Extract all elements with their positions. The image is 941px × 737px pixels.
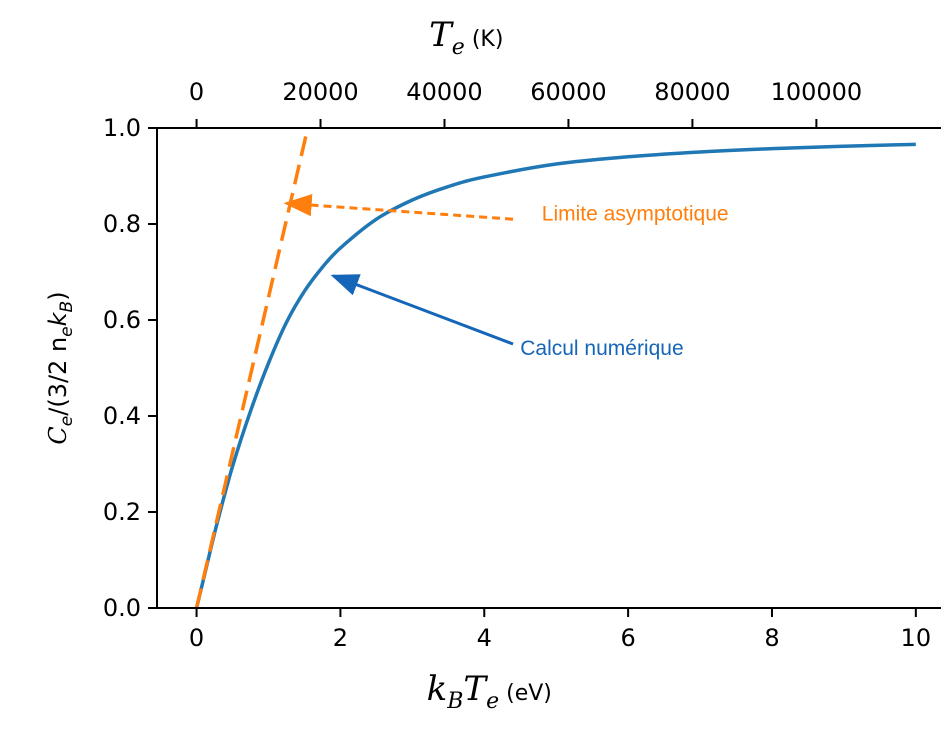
y-tick-label: 0.6: [103, 306, 141, 334]
x-tick-label: 2: [333, 624, 348, 652]
annotation-arrow-numeric: [330, 274, 514, 346]
y-axis-label-group: Ce/(3/2 nekB): [44, 291, 77, 444]
top-tick-label: 20000: [282, 78, 358, 106]
x-axis-label-sub: B: [446, 689, 463, 714]
x-axis-label-unit: (eV): [499, 681, 552, 706]
y-tick-label: 0.8: [103, 210, 141, 238]
annotation-arrow-asymptote: [283, 193, 514, 221]
top-axis-label-unit: (K): [465, 27, 504, 52]
x-axis-label-var2: T: [463, 669, 488, 709]
x-tick-label: 6: [620, 624, 635, 652]
y-axis-label-sub1: e: [57, 416, 77, 426]
y-tick-label: 0.2: [103, 498, 141, 526]
top-tick-label: 0: [189, 78, 204, 106]
x-tick-label: 8: [764, 624, 779, 652]
top-tick-label: 80000: [654, 78, 730, 106]
y-axis-label-pre: C: [44, 426, 72, 444]
y-axis-label-mid: /(3/2 n: [44, 337, 72, 416]
top-axis-label-sub: e: [452, 35, 465, 60]
y-axis-label-sub2: e: [57, 326, 77, 336]
top-tick-label: 60000: [530, 78, 606, 106]
annotation-label-asymptote: Limite asymptotique: [542, 203, 729, 226]
y-tick-label: 1.0: [103, 114, 141, 142]
x-axis-label-sub2: e: [486, 689, 499, 714]
y-axis-label-mid2: k: [44, 311, 72, 326]
y-tick-label: 0.4: [103, 402, 141, 430]
x-axis-label: kBTe (eV): [427, 669, 552, 714]
x-tick-label: 10: [901, 624, 932, 652]
y-axis-label: Ce/(3/2 nekB): [44, 291, 77, 444]
top-tick-label: 100000: [771, 78, 863, 106]
x-axis-label-var: k: [427, 669, 448, 709]
annotation-label-numeric: Calcul numérique: [520, 337, 683, 360]
y-axis-label-sub3: B: [57, 301, 77, 313]
y-axis-label-post: ): [44, 291, 72, 300]
top-tick-label: 40000: [406, 78, 482, 106]
x-tick-label: 0: [189, 624, 204, 652]
y-tick-label: 0.0: [103, 594, 141, 622]
x-tick-label: 4: [477, 624, 492, 652]
series-line-numeric: [194, 142, 916, 608]
top-axis-label-var: T: [429, 15, 454, 55]
top-axis-label: Te (K): [429, 15, 503, 60]
